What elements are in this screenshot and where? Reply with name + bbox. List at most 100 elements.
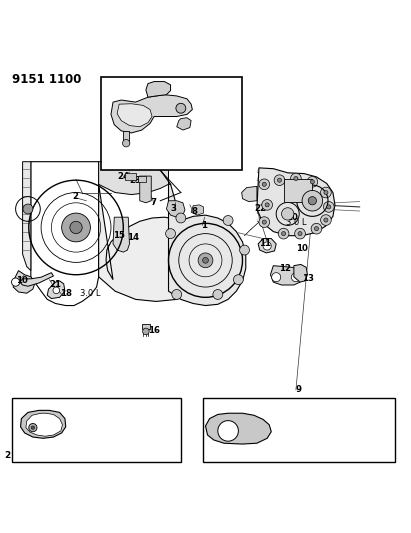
Bar: [12, 398, 181, 462]
Bar: [203, 398, 395, 462]
Bar: [284, 179, 312, 201]
Circle shape: [198, 253, 213, 268]
Circle shape: [272, 273, 281, 282]
Circle shape: [282, 208, 294, 220]
Text: 22: 22: [255, 205, 267, 213]
Polygon shape: [166, 201, 185, 217]
Circle shape: [29, 424, 37, 432]
Circle shape: [12, 278, 20, 286]
Text: 14: 14: [127, 233, 140, 242]
Polygon shape: [177, 118, 191, 130]
Text: 3.0 L: 3.0 L: [80, 289, 101, 298]
Circle shape: [53, 287, 60, 294]
Circle shape: [302, 190, 323, 211]
Text: 2.2  2.5L ENGINE: 2.2 2.5L ENGINE: [5, 451, 90, 460]
Circle shape: [278, 228, 289, 239]
Text: 20: 20: [27, 422, 39, 431]
Text: 10: 10: [286, 213, 298, 222]
Text: 6: 6: [187, 100, 193, 109]
Circle shape: [62, 213, 90, 242]
Bar: [123, 131, 129, 143]
Text: 10: 10: [296, 244, 308, 253]
Text: 9: 9: [296, 385, 302, 394]
Circle shape: [259, 217, 270, 228]
Circle shape: [321, 187, 331, 198]
Text: 3: 3: [171, 205, 177, 213]
Bar: [138, 176, 146, 182]
Polygon shape: [242, 187, 257, 201]
Circle shape: [166, 229, 175, 239]
Text: 4: 4: [127, 116, 134, 125]
Circle shape: [259, 179, 270, 190]
Circle shape: [172, 289, 182, 300]
Circle shape: [295, 228, 305, 239]
Circle shape: [324, 218, 328, 222]
Circle shape: [218, 421, 238, 441]
Circle shape: [307, 176, 318, 187]
Polygon shape: [111, 95, 192, 133]
Bar: [125, 173, 136, 180]
Polygon shape: [294, 264, 307, 282]
Text: 23: 23: [129, 176, 141, 185]
Text: 16: 16: [148, 326, 160, 335]
Circle shape: [70, 221, 82, 233]
Polygon shape: [257, 168, 335, 236]
Circle shape: [282, 231, 286, 236]
Text: 3.0 L ENGINE: 3.0 L ENGINE: [222, 401, 288, 410]
Polygon shape: [206, 413, 271, 444]
Circle shape: [265, 203, 269, 207]
Text: 5: 5: [185, 122, 191, 131]
Text: 11: 11: [259, 239, 271, 248]
Circle shape: [263, 242, 271, 250]
Text: 12: 12: [279, 264, 291, 273]
Polygon shape: [23, 161, 31, 271]
Circle shape: [294, 176, 298, 181]
Polygon shape: [21, 410, 66, 438]
Circle shape: [233, 274, 243, 285]
Circle shape: [122, 140, 130, 147]
Text: 15: 15: [113, 231, 125, 240]
Polygon shape: [146, 82, 171, 97]
Circle shape: [262, 199, 272, 210]
Circle shape: [176, 213, 186, 223]
Text: 3.0 L: 3.0 L: [286, 217, 306, 227]
Polygon shape: [113, 217, 129, 252]
Circle shape: [223, 215, 233, 225]
Text: 3: 3: [152, 81, 158, 90]
Polygon shape: [191, 205, 203, 215]
Circle shape: [23, 204, 33, 214]
Polygon shape: [99, 184, 212, 302]
Polygon shape: [99, 161, 169, 195]
Circle shape: [314, 227, 319, 231]
Circle shape: [311, 223, 322, 234]
Circle shape: [291, 273, 300, 282]
Polygon shape: [47, 281, 65, 298]
Circle shape: [327, 205, 331, 209]
Text: 17: 17: [337, 404, 349, 413]
Circle shape: [176, 103, 186, 113]
Polygon shape: [26, 413, 62, 436]
Circle shape: [262, 220, 266, 224]
Bar: [101, 77, 242, 170]
Text: 8: 8: [191, 206, 197, 215]
Text: 19: 19: [107, 400, 119, 409]
Circle shape: [323, 201, 334, 212]
Polygon shape: [270, 265, 302, 285]
Text: 9151 1100: 9151 1100: [12, 72, 82, 85]
Circle shape: [262, 182, 266, 187]
Circle shape: [291, 173, 301, 184]
Circle shape: [274, 175, 285, 185]
Circle shape: [277, 178, 282, 182]
Bar: [142, 324, 150, 329]
Circle shape: [240, 245, 249, 255]
Circle shape: [31, 426, 35, 429]
Circle shape: [310, 180, 314, 184]
Text: 2: 2: [72, 192, 78, 201]
Text: 24: 24: [117, 172, 129, 181]
Polygon shape: [258, 239, 276, 253]
Text: 1: 1: [201, 221, 208, 230]
Polygon shape: [117, 104, 152, 127]
Circle shape: [298, 231, 302, 236]
Polygon shape: [169, 184, 246, 305]
Circle shape: [143, 328, 149, 335]
